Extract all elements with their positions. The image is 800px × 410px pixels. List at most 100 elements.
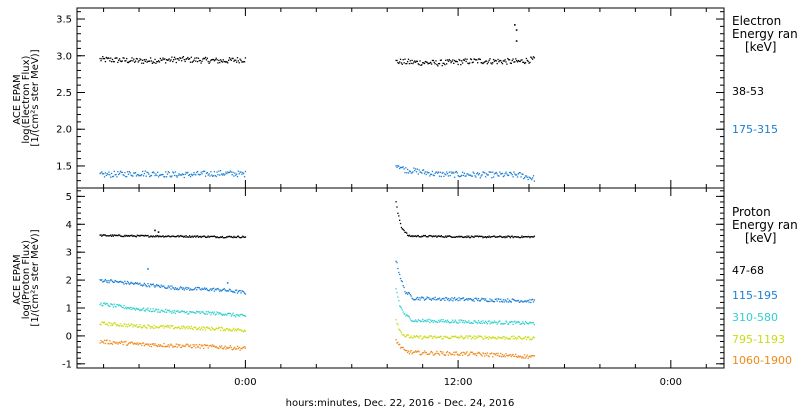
proton-data-point: [181, 235, 184, 237]
proton-data-point: [121, 281, 123, 283]
proton-data-point: [478, 321, 481, 324]
electron-data-point: [473, 172, 475, 175]
proton-data-point: [100, 339, 102, 342]
proton-data-point: [471, 336, 473, 338]
electron-data-point: [204, 170, 206, 172]
proton-data-point: [157, 285, 159, 287]
proton-data-point: [528, 322, 530, 325]
proton-data-point: [524, 357, 527, 359]
proton-data-point: [134, 282, 137, 284]
proton-data-point: [423, 319, 426, 322]
proton-data-point: [111, 234, 114, 236]
proton-data-point: [419, 236, 421, 238]
proton-data-point: [157, 234, 159, 237]
proton-data-point: [484, 355, 486, 357]
proton-data-point: [232, 236, 234, 239]
proton-data-point: [125, 235, 127, 237]
proton-data-point: [243, 346, 245, 348]
proton-data-point: [488, 300, 490, 303]
proton-data-point: [244, 315, 247, 317]
electron-data-point: [231, 174, 233, 176]
proton-data-point: [395, 260, 397, 263]
proton-data-point: [496, 300, 498, 302]
proton-data-point: [126, 280, 129, 283]
electron-data-point: [199, 173, 201, 176]
proton-data-point: [437, 298, 439, 300]
proton-data-point: [221, 235, 224, 238]
proton-data-point: [128, 342, 130, 344]
proton-data-point: [412, 351, 414, 354]
proton-data-point: [531, 299, 533, 301]
proton-data-point: [176, 310, 178, 313]
proton-data-point: [123, 341, 125, 343]
proton-data-point: [122, 325, 124, 327]
proton-data-point: [509, 353, 512, 356]
proton-data-point: [176, 235, 178, 237]
proton-data-point: [430, 298, 432, 300]
proton-data-point: [517, 299, 520, 302]
proton-data-point: [469, 335, 472, 337]
proton-data-point: [104, 234, 107, 236]
proton-data-point: [204, 313, 206, 315]
proton-data-point: [477, 235, 479, 237]
proton-data-point: [498, 355, 500, 357]
proton-data-point: [242, 235, 244, 237]
proton-data-point: [479, 235, 481, 238]
electron-data-point: [524, 62, 527, 64]
proton-data-point: [526, 336, 528, 339]
proton-data-point: [208, 312, 210, 314]
proton-data-point: [480, 354, 482, 356]
proton-data-point: [442, 319, 444, 321]
electron-data-point: [235, 59, 237, 61]
electron-data-point: [401, 63, 403, 65]
proton-data-point: [446, 319, 449, 321]
proton-data-point: [410, 335, 412, 337]
electron-data-point: [517, 59, 520, 62]
proton-data-point: [146, 327, 148, 329]
proton-data-point: [119, 280, 122, 283]
electron-data-point: [158, 174, 161, 177]
proton-data-point: [212, 235, 215, 238]
electron-data-point: [514, 61, 516, 63]
proton-data-point: [516, 321, 518, 323]
proton-data-point: [528, 301, 530, 303]
proton-data-point: [500, 235, 502, 238]
electron-data-point: [224, 60, 226, 63]
electron-data-point: [515, 58, 517, 60]
electron-data-point: [442, 171, 444, 174]
electron-data-point: [450, 171, 452, 173]
proton-data-point: [145, 235, 147, 237]
proton-data-point: [133, 324, 135, 326]
proton-data-point: [446, 336, 449, 338]
proton-data-point: [227, 235, 230, 238]
proton-data-point: [476, 235, 478, 237]
proton-data-point: [243, 236, 246, 239]
electron-data-point: [416, 60, 419, 63]
proton-data-point: [188, 345, 191, 348]
proton-data-point: [191, 327, 193, 330]
proton-data-point: [497, 322, 499, 324]
proton-data-point: [480, 235, 482, 238]
proton-data-point: [453, 321, 456, 323]
electron-data-point: [429, 175, 431, 177]
electron-data-point: [424, 171, 427, 173]
proton-data-point: [164, 325, 166, 328]
proton-data-point: [495, 338, 497, 340]
proton-data-point: [195, 347, 197, 349]
proton-data-point: [516, 321, 519, 323]
proton-data-point: [243, 314, 245, 317]
electron-data-point: [453, 62, 455, 65]
electron-data-point: [430, 173, 433, 176]
proton-data-point: [508, 323, 510, 325]
proton-data-point: [200, 311, 202, 313]
electron-data-point: [146, 61, 148, 63]
proton-data-point: [189, 288, 192, 290]
proton-data-point: [200, 344, 202, 346]
proton-data-point: [172, 310, 174, 312]
proton-data-point: [500, 323, 502, 325]
proton-data-point: [224, 330, 226, 332]
proton-data-point: [484, 320, 487, 322]
proton-data-point: [156, 235, 158, 238]
proton-data-point: [158, 345, 161, 347]
proton-data-point: [233, 235, 235, 238]
